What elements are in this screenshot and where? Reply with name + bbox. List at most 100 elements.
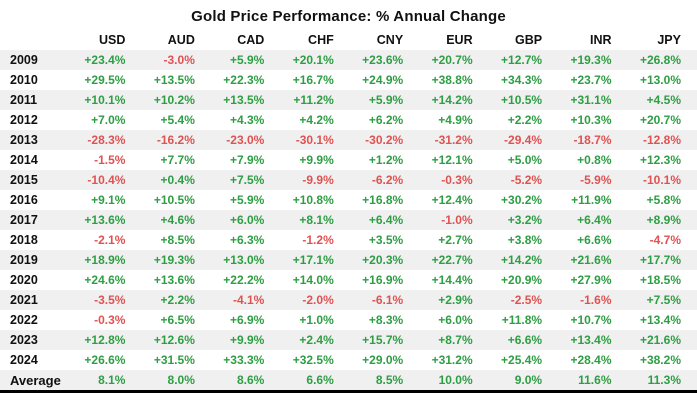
value-cell: +2.9% bbox=[438, 293, 473, 307]
year-label: 2020 bbox=[10, 273, 38, 287]
value-cell: +14.2% bbox=[431, 93, 473, 107]
value-cell: +12.8% bbox=[84, 333, 126, 347]
corner-cell bbox=[0, 30, 72, 50]
table-row: 2024 +26.6% +31.5% +33.3% +32.5% +29.0% +31.2%… bbox=[0, 350, 697, 370]
value-cell: +4.6% bbox=[160, 213, 195, 227]
table-row: 2020 +24.6% +13.6% +22.2% +14.0% +16.9% +14.4%… bbox=[0, 270, 697, 290]
chart-title: Gold Price Performance: % Annual Change bbox=[191, 8, 506, 25]
value-cell: -1.0% bbox=[441, 213, 473, 227]
year-label: 2022 bbox=[10, 313, 38, 327]
value-cell: +3.8% bbox=[507, 233, 543, 247]
performance-table: USD AUD CAD CHF CNY EUR GBP INR JPY 2009 +23.4% -3.… bbox=[0, 30, 697, 393]
value-cell: +8.7% bbox=[438, 333, 473, 347]
value-cell: +25.4% bbox=[501, 353, 543, 367]
value-cell: +12.7% bbox=[501, 53, 543, 67]
value-cell: +1.0% bbox=[299, 313, 334, 327]
value-cell: +10.5% bbox=[153, 193, 195, 207]
value-cell: +8.9% bbox=[646, 213, 681, 227]
value-cell: +6.5% bbox=[160, 313, 195, 327]
value-cell: +4.9% bbox=[438, 113, 473, 127]
value-cell: +2.2% bbox=[507, 113, 543, 127]
value-cell: 8.5% bbox=[375, 373, 404, 387]
value-cell: -4.7% bbox=[649, 233, 681, 247]
table-row: 2014 -1.5% +7.7% +7.9% +9.9% +1.2% +12.1% +5.0%… bbox=[0, 150, 697, 170]
value-cell: +13.6% bbox=[153, 273, 195, 287]
value-cell: -1.5% bbox=[94, 153, 126, 167]
year-label: 2019 bbox=[10, 253, 38, 267]
value-cell: 9.0% bbox=[514, 373, 543, 387]
value-cell: -9.9% bbox=[302, 173, 334, 187]
value-cell: +17.1% bbox=[292, 253, 334, 267]
value-cell: +26.8% bbox=[639, 53, 681, 67]
column-header-cad: CAD bbox=[237, 33, 265, 47]
value-cell: -2.5% bbox=[510, 293, 543, 307]
value-cell: +10.7% bbox=[570, 313, 612, 327]
value-cell: +11.2% bbox=[293, 93, 334, 107]
value-cell: +18.5% bbox=[639, 273, 681, 287]
value-cell: +4.5% bbox=[646, 93, 681, 107]
value-cell: +3.2% bbox=[507, 213, 543, 227]
value-cell: +8.3% bbox=[368, 313, 404, 327]
value-cell: +20.7% bbox=[639, 113, 681, 127]
value-cell: +31.5% bbox=[153, 353, 195, 367]
value-cell: +33.3% bbox=[223, 353, 265, 367]
value-cell: +16.8% bbox=[362, 193, 404, 207]
value-cell: -10.1% bbox=[642, 173, 681, 187]
value-cell: +10.2% bbox=[153, 93, 195, 107]
value-cell: +31.1% bbox=[570, 93, 612, 107]
value-cell: +6.6% bbox=[507, 333, 543, 347]
value-cell: +19.3% bbox=[570, 53, 612, 67]
value-cell: +20.9% bbox=[501, 273, 543, 287]
value-cell: +28.4% bbox=[570, 353, 612, 367]
value-cell: -6.2% bbox=[371, 173, 404, 187]
value-cell: +23.6% bbox=[362, 53, 404, 67]
year-label: 2023 bbox=[10, 333, 38, 347]
value-cell: +6.2% bbox=[368, 113, 404, 127]
value-cell: +26.6% bbox=[84, 353, 126, 367]
value-cell: +9.9% bbox=[299, 153, 334, 167]
value-cell: +7.9% bbox=[229, 153, 265, 167]
header-row: USD AUD CAD CHF CNY EUR GBP INR JPY bbox=[0, 30, 697, 50]
value-cell: -5.2% bbox=[510, 173, 543, 187]
column-header-gbp: GBP bbox=[514, 33, 543, 47]
year-label: 2015 bbox=[10, 173, 38, 187]
value-cell: +9.9% bbox=[229, 333, 265, 347]
value-cell: +32.5% bbox=[292, 353, 334, 367]
year-label: 2011 bbox=[10, 93, 38, 107]
table-row: 2013 -28.3% -16.2% -23.0% -30.1% -30.2% -31.2%… bbox=[0, 130, 697, 150]
value-cell: +7.5% bbox=[646, 293, 681, 307]
value-cell: +7.0% bbox=[91, 113, 126, 127]
column-header-jpy: JPY bbox=[657, 33, 681, 47]
value-cell: +12.3% bbox=[639, 153, 681, 167]
value-cell: -6.1% bbox=[371, 293, 404, 307]
value-cell: +6.0% bbox=[438, 313, 473, 327]
table-row: 2023 +12.8% +12.6% +9.9% +2.4% +15.7% +8.7% +6.… bbox=[0, 330, 697, 350]
value-cell: -2.0% bbox=[302, 293, 334, 307]
year-label: 2018 bbox=[10, 233, 38, 247]
value-cell: +11.9% bbox=[571, 193, 612, 207]
value-cell: +13.4% bbox=[570, 333, 612, 347]
table-row: 2018 -2.1% +8.5% +6.3% -1.2% +3.5% +2.7% +3.8% +… bbox=[0, 230, 697, 250]
value-cell: +16.9% bbox=[362, 273, 404, 287]
value-cell: 8.6% bbox=[236, 373, 265, 387]
year-label: 2010 bbox=[10, 73, 38, 87]
value-cell: +20.3% bbox=[362, 253, 404, 267]
value-cell: -31.2% bbox=[434, 133, 473, 147]
value-cell: +31.2% bbox=[431, 353, 473, 367]
value-cell: -3.5% bbox=[94, 293, 126, 307]
value-cell: +5.8% bbox=[646, 193, 681, 207]
value-cell: +14.0% bbox=[292, 273, 334, 287]
value-cell: 8.0% bbox=[167, 373, 195, 387]
value-cell: +4.3% bbox=[229, 113, 265, 127]
value-cell: +17.7% bbox=[639, 253, 681, 267]
year-label: 2024 bbox=[10, 353, 38, 367]
value-cell: +5.4% bbox=[160, 113, 195, 127]
value-cell: +10.3% bbox=[570, 113, 612, 127]
value-cell: +24.6% bbox=[84, 273, 126, 287]
value-cell: +6.6% bbox=[577, 233, 612, 247]
average-label: Average bbox=[10, 372, 61, 388]
value-cell: +29.0% bbox=[362, 353, 404, 367]
value-cell: +20.7% bbox=[431, 53, 473, 67]
value-cell: +13.5% bbox=[153, 73, 195, 87]
year-label: 2012 bbox=[10, 113, 38, 127]
